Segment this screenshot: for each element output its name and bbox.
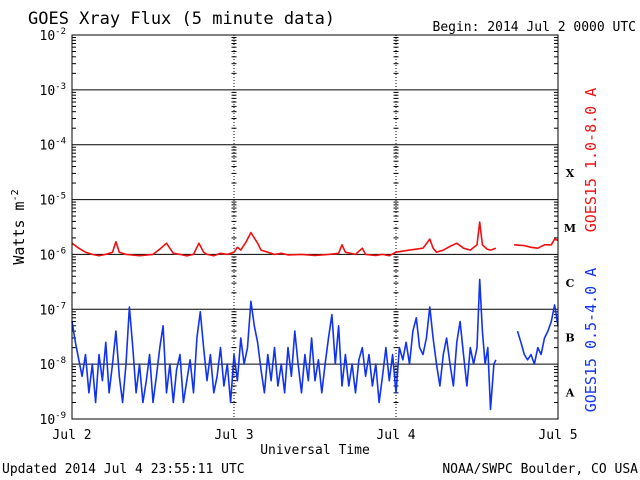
plot-frame bbox=[71, 34, 559, 420]
y-tick-exponent: -7 bbox=[55, 301, 66, 311]
y-tick-label: 10-9 bbox=[40, 411, 67, 428]
y-tick-label: 10-3 bbox=[40, 82, 67, 99]
y-tick-base: 10 bbox=[40, 194, 56, 209]
flare-class-m: M bbox=[564, 222, 576, 235]
flare-class-c: C bbox=[566, 277, 575, 290]
updated-timestamp: Updated 2014 Jul 4 23:55:11 UTC bbox=[2, 462, 245, 477]
y-tick-exponent: -8 bbox=[55, 356, 66, 366]
x-tick-label: Jul 2 bbox=[52, 428, 91, 443]
y-tick-base: 10 bbox=[40, 139, 56, 154]
y-tick-exponent: -2 bbox=[55, 27, 66, 37]
flare-class-a: A bbox=[565, 387, 575, 400]
y-tick-exponent: -4 bbox=[55, 137, 66, 147]
y-axis-label: Watts m-2 bbox=[10, 189, 28, 264]
y-tick-exponent: -3 bbox=[55, 82, 66, 92]
series-legend: GOES15 1.0-8.0 A GOES15 0.5-4.0 A bbox=[582, 88, 600, 413]
x-tick-label: Jul 3 bbox=[214, 428, 253, 443]
y-tick-labels: 10-210-310-410-510-610-710-810-9 bbox=[40, 27, 67, 428]
legend-label-long: GOES15 1.0-8.0 A bbox=[582, 88, 600, 233]
y-tick-base: 10 bbox=[40, 413, 56, 428]
begin-time: Begin: 2014 Jul 2 0000 UTC bbox=[433, 20, 637, 35]
x-axis-label: Universal Time bbox=[260, 443, 370, 458]
series-layer bbox=[71, 221, 559, 411]
y-tick-exponent: -6 bbox=[55, 246, 66, 256]
flare-class-x: X bbox=[566, 167, 575, 180]
y-tick-label: 10-2 bbox=[40, 27, 67, 44]
y-axis-label-exponent: -2 bbox=[10, 189, 21, 201]
chart-title: GOES Xray Flux (5 minute data) bbox=[28, 9, 335, 29]
y-axis-label-text: Watts m bbox=[10, 201, 28, 264]
y-tick-label: 10-5 bbox=[40, 192, 67, 209]
x-tick-labels: Jul 2 Jul 3 Jul 4 Jul 5 bbox=[52, 428, 577, 443]
y-tick-label: 10-7 bbox=[40, 301, 67, 318]
y-tick-base: 10 bbox=[40, 358, 56, 373]
y-tick-base: 10 bbox=[40, 303, 56, 318]
credit-line: NOAA/SWPC Boulder, CO USA bbox=[442, 462, 638, 477]
series-line-long bbox=[71, 221, 559, 257]
series-line-short bbox=[71, 278, 559, 411]
y-tick-label: 10-6 bbox=[40, 246, 67, 263]
legend-label-short: GOES15 0.5-4.0 A bbox=[582, 268, 600, 413]
flare-class-b: B bbox=[565, 332, 574, 345]
y-tick-label: 10-8 bbox=[40, 356, 67, 373]
y-tick-base: 10 bbox=[40, 84, 56, 99]
y-tick-label: 10-4 bbox=[40, 137, 67, 154]
y-tick-base: 10 bbox=[40, 248, 56, 263]
x-tick-label: Jul 4 bbox=[376, 428, 415, 443]
flare-class-labels: X M C B A bbox=[564, 167, 576, 399]
y-tick-exponent: -5 bbox=[55, 192, 66, 202]
x-tick-label: Jul 5 bbox=[538, 428, 577, 443]
minor-ticks bbox=[72, 37, 558, 403]
y-tick-base: 10 bbox=[40, 29, 56, 44]
y-tick-exponent: -9 bbox=[55, 411, 66, 421]
